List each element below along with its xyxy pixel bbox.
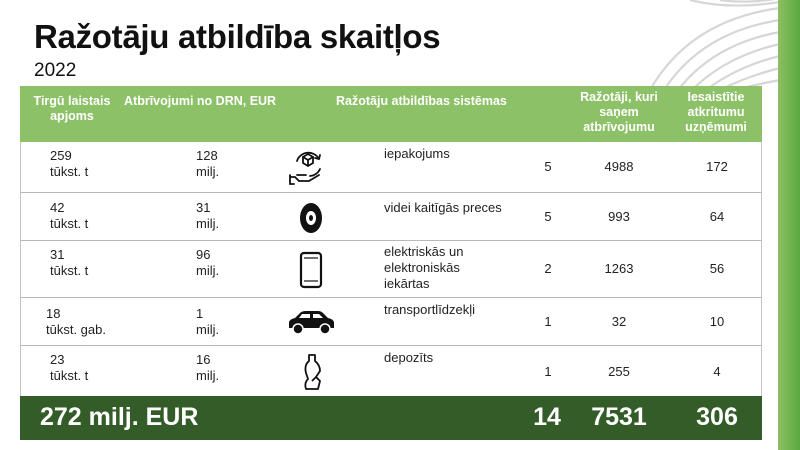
row-exemption: 1 milj. <box>196 306 220 337</box>
row-companies: 64 <box>709 209 725 224</box>
page-year: 2022 <box>34 60 77 81</box>
row-category: elektriskās un elektroniskās iekārtas <box>384 244 464 291</box>
row-companies: 10 <box>709 314 725 329</box>
row-volume: 18 tūkst. gab. <box>46 306 106 337</box>
table-row: 42 tūkst. t 31 milj. videi kaitīgās preces… <box>20 193 762 241</box>
row-category: iepakojums <box>384 146 450 161</box>
page-title: Ražotāju atbildība skaitļos <box>34 18 441 55</box>
total-companies: 306 <box>696 403 738 431</box>
row-companies: 56 <box>709 261 725 276</box>
table-row: 18 tūkst. gab. 1 milj. transportlīdzekļi 1… <box>20 298 762 346</box>
row-systems: 2 <box>544 261 552 276</box>
recycle-hand-icon <box>289 151 321 185</box>
row-exemption: 96 milj. <box>196 247 220 278</box>
row-category: transportlīdzekļi <box>384 302 476 317</box>
producer-table: Tirgū laistais apjoms Atbrīvojumi no DRN… <box>20 86 762 440</box>
header-exemptions: Atbrīvojumi no DRN, EUR <box>124 94 277 108</box>
table-totals: 272 milj. EUR 14 7531 306 <box>20 396 762 440</box>
tire-icon <box>300 203 322 233</box>
row-systems: 1 <box>544 364 552 379</box>
side-accent-bar <box>778 0 800 450</box>
header-exempt-producers: Ražotāji, kuri saņem atbrīvojumu <box>580 90 658 134</box>
total-systems: 14 <box>533 403 561 431</box>
bottle-icon <box>304 354 321 390</box>
table-left-border <box>20 142 21 396</box>
row-systems: 5 <box>544 209 552 224</box>
row-systems: 5 <box>544 159 552 174</box>
row-companies: 4 <box>713 364 721 379</box>
row-producers: 32 <box>611 314 627 329</box>
table-row: 23 tūkst. t 16 milj. depozīts 1 255 4 <box>20 346 762 396</box>
row-exemption: 128 milj. <box>196 148 220 179</box>
row-exemption: 16 milj. <box>196 352 220 383</box>
table-right-border <box>761 142 762 396</box>
total-producers: 7531 <box>591 403 647 431</box>
row-systems: 1 <box>544 314 552 329</box>
row-producers: 993 <box>608 209 630 224</box>
row-producers: 1263 <box>604 261 634 276</box>
row-volume: 23 tūkst. t <box>50 352 89 383</box>
phone-icon <box>299 251 323 289</box>
row-category: depozīts <box>384 350 434 365</box>
row-category: videi kaitīgās preces <box>384 200 502 215</box>
row-producers: 4988 <box>604 159 634 174</box>
row-companies: 172 <box>706 159 728 174</box>
table-row: 259 tūkst. t 128 milj. iepakojums 5 4988 1… <box>20 142 762 193</box>
row-producers: 255 <box>608 364 630 379</box>
table-row: 31 tūkst. t 96 milj. elektriskās un elektr… <box>20 241 762 298</box>
row-volume: 259 tūkst. t <box>50 148 89 179</box>
header-market-volume: Tirgū laistais apjoms <box>33 94 111 123</box>
header-involved-companies: Iesaistītie atkritumu uzņēmumi <box>685 90 747 134</box>
header-systems: Ražotāju atbildības sistēmas <box>336 94 507 108</box>
row-exemption: 31 milj. <box>196 200 220 231</box>
fingerprint-decoration <box>649 0 781 90</box>
row-volume: 42 tūkst. t <box>50 200 89 231</box>
table-header: Tirgū laistais apjoms Atbrīvojumi no DRN… <box>20 86 762 142</box>
total-exemptions: 272 milj. EUR <box>40 403 199 431</box>
row-volume: 31 tūkst. t <box>50 247 89 278</box>
car-icon <box>289 311 334 335</box>
